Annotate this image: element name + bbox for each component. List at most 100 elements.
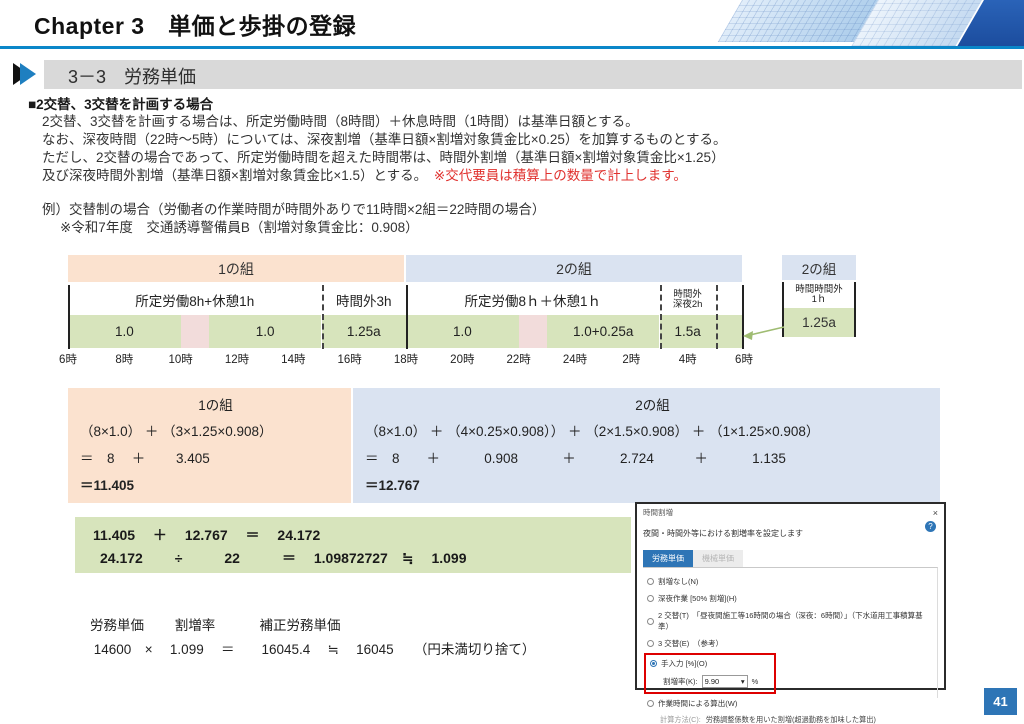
rate-dropdown[interactable]: 9.90 ▾ — [701, 675, 748, 688]
dialog-options: 割増なし(N) 深夜作業 [50% 割増](H) 2 交替(T) 「昼夜間施工等16… — [643, 567, 938, 724]
rate-input-row: 割増率(K): 9.90 ▾% — [663, 675, 770, 688]
help-icon[interactable]: ? — [925, 521, 936, 532]
dialog-option-row: 3 交替(E) （参考） — [647, 638, 933, 649]
time-tick-label: 14時 — [281, 354, 306, 366]
time-tick-label: 18時 — [393, 354, 419, 366]
dialog-tab[interactable]: 機械単価 — [693, 550, 743, 567]
total-line-1: 11.405 ＋ 12.767 ＝ 24.172 — [93, 527, 321, 543]
callout-arrow-icon — [743, 326, 785, 340]
page-title: Chapter 3 単価と歩掛の登録 — [34, 13, 357, 39]
timeline-segment: 1.25a — [321, 315, 406, 348]
chevron-down-icon: ▾ — [740, 677, 745, 686]
final-unit-price-block: 労務単価 割増率 補正労務単価 14600 × 1.099 ＝ 16045.4 … — [90, 614, 535, 662]
subsection-heading: ■2交替、3交替を計画する場合 — [28, 97, 214, 112]
dialog-tab[interactable]: 労務単価 — [643, 550, 693, 567]
total-line-2: 24.172 ÷ 22 ＝ 1.09872727 ≒ 1.099 — [100, 550, 467, 566]
dialog-description: 夜間・時間外等における割増率を設定します — [643, 529, 803, 538]
timeline-divider — [659, 285, 662, 349]
time-tick-label: 8時 — [115, 354, 134, 366]
time-tick-label: 6時 — [735, 354, 753, 366]
dialog-title: 時間割増 — [643, 508, 673, 517]
timeline-segment: 1.0 — [406, 315, 519, 348]
option-label: 深夜作業 [50% 割増](H) — [658, 594, 737, 603]
timeline-segment — [180, 315, 209, 348]
timeline-period-label: 時間外 深夜2h — [672, 288, 703, 310]
timeline-group-band: 2の組 — [406, 255, 742, 282]
callout-group-label: 2の組 — [782, 255, 856, 280]
chevron-right-icon — [13, 63, 36, 85]
timeline-segment: 1.0 — [68, 315, 181, 348]
time-tick-label: 4時 — [678, 354, 697, 366]
timeline-divider — [68, 285, 70, 349]
timeline-divider — [715, 285, 718, 349]
example-block: 例）交替制の場合（労働者の作業時間が時間外ありで11時間×2組＝22時間の場合）… — [42, 201, 545, 237]
timeline-divider — [321, 285, 324, 349]
timeline-segment: 1.5a — [659, 315, 716, 348]
total-calculation-box: 11.405 ＋ 12.767 ＝ 24.172 24.172 ÷ 22 ＝ 1… — [75, 517, 631, 573]
option-label: 2 交替(T) 「昼夜間施工等16時間の場合（深夜：6時間）」（下水道用工事積算… — [658, 611, 923, 631]
section-title: 3－3 労務単価 — [68, 67, 197, 87]
intro-line: ただし、2交替の場合であって、所定労働時間を超えた時間帯は、時間外割増（基準日額… — [42, 150, 725, 165]
radio-button[interactable] — [650, 660, 657, 667]
rate-unit: % — [751, 677, 759, 686]
dialog-option-row: 2 交替(T) 「昼夜間施工等16時間の場合（深夜：6時間）」（下水道用工事積算… — [647, 610, 933, 632]
time-tick-label: 24時 — [562, 354, 588, 366]
time-tick-label: 12時 — [224, 354, 250, 366]
radio-button[interactable] — [647, 595, 654, 602]
overtime-callout-box: 2の組 時間時間外 1ｈ 1.25a — [782, 255, 856, 337]
intro-line: なお、深夜時間（22時～5時）については、深夜割増（基準日額×割増対象賃金比×0… — [42, 132, 727, 147]
dialog-option-row: 作業時間による算出(W) — [647, 698, 933, 709]
option-label: 割増なし(N) — [658, 577, 699, 586]
intro-paragraph: 2交替、3交替を計画する場合は、所定労働時間（8時間）＋休息時間（1時間）は基準… — [42, 113, 727, 185]
time-tick-label: 20時 — [450, 354, 475, 366]
timeline-segment: 1.0 — [208, 315, 322, 348]
group1-sums: ＝ 8 ＋ 3.405 — [80, 451, 210, 466]
time-tick-label: 10時 — [168, 354, 193, 366]
final-values: 14600 × 1.099 ＝ 16045.4 ≒ 16045 （円未満切り捨て… — [90, 642, 536, 657]
timeline-segment — [715, 315, 744, 348]
group1-calculation-box: 1の組 （8×1.0） ＋ （3×1.25×0.908） ＝ 8 ＋ 3.405… — [68, 388, 351, 503]
radio-button[interactable] — [647, 640, 654, 647]
close-icon[interactable]: × — [932, 507, 938, 518]
dialog-tabs: 労務単価 機械単価 — [637, 548, 944, 567]
timeline-dividers — [68, 285, 744, 349]
radio-button[interactable] — [647, 578, 654, 585]
dialog-option-row: 深夜作業 [50% 割増](H) — [647, 593, 933, 604]
intro-line: 2交替、3交替を計画する場合は、所定労働時間（8時間）＋休息時間（1時間）は基準… — [42, 114, 639, 129]
shift-timeline-diagram: 1の組 2の組 所定労働8h+休憩1h 時間外3h 所定労働8ｈ＋休憩1ｈ 時間外 深夜2… — [0, 255, 1024, 373]
final-headers: 労務単価 割増率 補正労務単価 — [90, 618, 341, 633]
time-premium-dialog: 時間割増 × 夜間・時間外等における割増率を設定します ? 労務単価 機械単価 割… — [635, 502, 946, 724]
time-tick-label: 16時 — [337, 354, 362, 366]
intro-line: 及び深夜時間外割増（基準日額×割増対象賃金比×1.5）とする。 ※交代要員は積算… — [42, 168, 687, 183]
timeline-period-label: 時間外3h — [335, 293, 392, 309]
header-divider-line — [0, 46, 1024, 49]
timeline-segment: 1.0+0.25a — [546, 315, 660, 348]
example-line-1: 例）交替制の場合（労働者の作業時間が時間外ありで11時間×2組＝22時間の場合） — [42, 202, 546, 217]
timeline-period-label: 所定労働8h+休憩1h — [135, 293, 255, 309]
timeline-ticks: 6時 8時 10時 12時 14時 16時 18時 20時 22時 24時 2時 4時 6時 — [59, 351, 753, 367]
timeline-segment — [518, 315, 547, 348]
section-bar — [44, 60, 1022, 89]
dialog-option-row: 手入力 [%](O) — [650, 658, 770, 669]
calc-method-row: 計算方法(C): 労務調整係数を用いた割増(超過勤務を加味した算出) — [660, 715, 933, 724]
example-line-2: ※令和7年度 交通誘導警備員B（割増対象賃金比：0.908） — [60, 220, 419, 235]
callout-value: 1.25a — [784, 308, 854, 337]
group2-expression: （8×1.0） ＋ （4×0.25×0.908）） ＋ （2×1.5×0.908… — [365, 424, 820, 439]
time-tick-label: 6時 — [59, 354, 77, 366]
red-highlight-box: 手入力 [%](O) 割増率(K): 9.90 ▾% — [644, 653, 776, 694]
callout-label: 時間時間外 1ｈ — [784, 282, 854, 308]
timeline-bar: 1.0 1.0 1.25a 1.0 1.0+0.25a 1.5a — [68, 315, 744, 348]
calc-method-label: 計算方法(C): — [660, 715, 701, 724]
time-tick-label: 22時 — [506, 354, 531, 366]
time-tick-label: 2時 — [622, 354, 641, 366]
timeline-bands: 1の組 2の組 — [68, 255, 744, 282]
timeline-divider — [406, 285, 408, 349]
radio-button[interactable] — [647, 617, 654, 625]
timeline-period-label: 所定労働8ｈ＋休憩1ｈ — [464, 293, 602, 309]
red-note: ※交代要員は積算上の数量で計上します。 — [433, 168, 687, 183]
group1-title: 1の組 — [198, 398, 233, 413]
radio-button[interactable] — [647, 700, 654, 707]
option-label: 3 交替(E) （参考） — [658, 639, 724, 648]
timeline-group-band: 1の組 — [68, 255, 404, 282]
